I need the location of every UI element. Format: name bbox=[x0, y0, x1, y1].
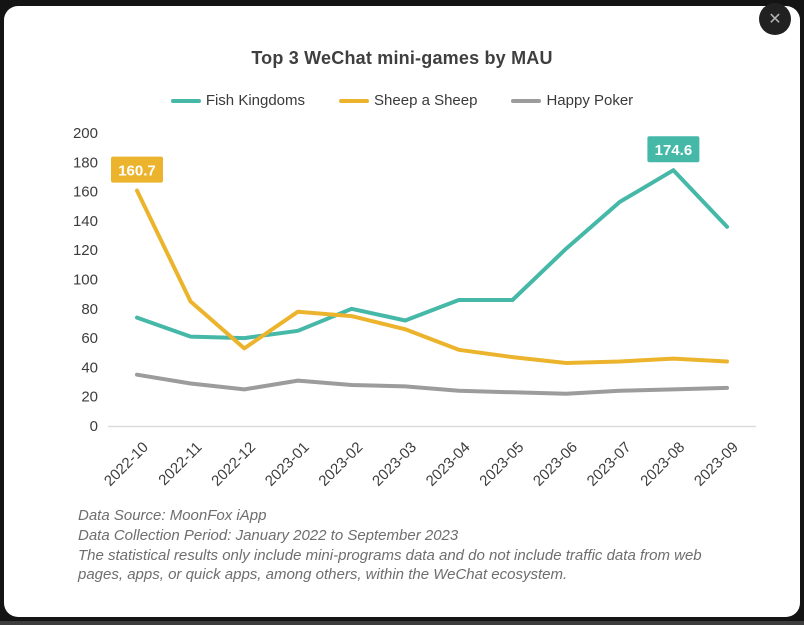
x-tick-label: 2023-06 bbox=[530, 439, 581, 490]
footnote-scope-disclaimer: The statistical results only include min… bbox=[78, 546, 702, 584]
data-label-box bbox=[647, 136, 700, 163]
legend-dash-icon bbox=[170, 98, 201, 103]
legend-label: Fish Kingdoms bbox=[205, 92, 306, 109]
x-tick-label: 2022-12 bbox=[208, 439, 259, 490]
legend-dash-icon bbox=[339, 98, 370, 103]
series-line-sheep-a-sheep bbox=[135, 188, 729, 365]
y-tick-label: 100 bbox=[73, 272, 98, 289]
legend-label: Sheep a Sheep bbox=[374, 92, 478, 109]
x-tick-label: 2023-07 bbox=[584, 439, 635, 490]
y-tick-label: 180 bbox=[73, 154, 98, 171]
close-icon: ✕ bbox=[768, 9, 782, 28]
x-tick-label: 2022-10 bbox=[101, 439, 152, 490]
y-tick-label: 200 bbox=[73, 125, 98, 142]
data-label-value: 174.6 bbox=[655, 142, 693, 159]
y-tick-label: 20 bbox=[81, 389, 98, 406]
y-tick-label: 160 bbox=[73, 184, 98, 201]
legend-dash-icon bbox=[511, 98, 542, 103]
x-tick-label: 2023-03 bbox=[369, 439, 420, 490]
legend-label: Happy Poker bbox=[546, 92, 634, 109]
x-tick-label: 2023-02 bbox=[315, 439, 366, 490]
x-tick-label: 2023-09 bbox=[691, 439, 742, 490]
x-tick-label: 2023-08 bbox=[637, 439, 688, 490]
footnote-data-source: Data Source: MoonFox iApp bbox=[78, 507, 267, 524]
close-button[interactable]: ✕ bbox=[759, 3, 791, 35]
chart-title: Top 3 WeChat mini-games by MAU bbox=[251, 48, 553, 68]
data-label-box bbox=[111, 156, 163, 183]
y-tick-label: 60 bbox=[81, 330, 98, 347]
y-tick-label: 40 bbox=[81, 359, 98, 376]
chart-modal-card: Top 3 WeChat mini-games by MAU Fish King… bbox=[4, 6, 800, 617]
legend-item-sheep-a-sheep: Sheep a Sheep bbox=[339, 92, 477, 109]
x-tick-label: 2023-05 bbox=[476, 439, 527, 490]
series-line-happy-poker bbox=[135, 372, 729, 396]
footnote-collection-period: Data Collection Period: January 2022 to … bbox=[78, 526, 459, 544]
y-tick-label: 140 bbox=[73, 213, 98, 230]
chart-legend: Fish Kingdoms Sheep a Sheep Happy Poker bbox=[4, 92, 800, 109]
chart-footnotes: Data Source: MoonFox iApp Data Collectio… bbox=[78, 506, 746, 585]
backdrop-bottom-edge bbox=[0, 621, 804, 625]
y-tick-label: 80 bbox=[81, 301, 98, 318]
x-tick-label: 2022-11 bbox=[155, 439, 205, 489]
legend-item-happy-poker: Happy Poker bbox=[511, 92, 633, 109]
x-tick-label: 2023-04 bbox=[423, 439, 474, 490]
x-tick-label: 2023-01 bbox=[262, 439, 313, 490]
y-tick-label: 120 bbox=[73, 242, 98, 259]
series-line-fish-kingdoms bbox=[135, 168, 729, 341]
y-tick-label: 0 bbox=[90, 418, 98, 435]
data-label-value: 160.7 bbox=[118, 163, 156, 180]
legend-item-fish-kingdoms: Fish Kingdoms bbox=[170, 92, 306, 109]
